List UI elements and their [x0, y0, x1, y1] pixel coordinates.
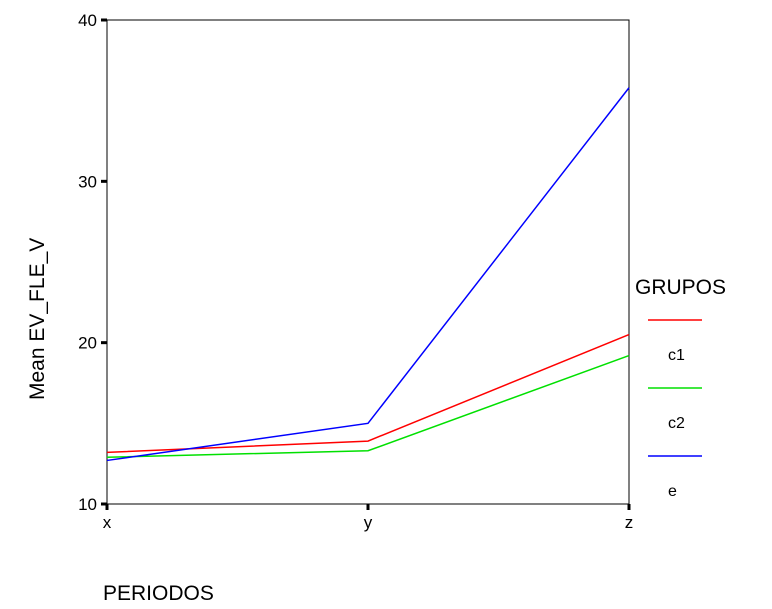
- legend: c1 c2 e: [648, 319, 702, 500]
- x-tick-label: x: [103, 513, 112, 532]
- legend-label-c2: c2: [668, 415, 685, 432]
- series-line-c2: [106, 354, 630, 458]
- legend-label-e: e: [668, 483, 677, 500]
- plot-frame: [106, 19, 630, 505]
- legend-title: GRUPOS: [635, 276, 726, 299]
- series-lines: [106, 87, 630, 462]
- y-axis-label: Mean EV_FLE_V: [26, 238, 49, 400]
- legend-label-c1: c1: [668, 347, 685, 364]
- x-axis-ticks: x y z: [103, 504, 634, 532]
- y-tick-label: 40: [78, 11, 97, 30]
- y-tick-label: 30: [78, 172, 97, 191]
- series-line-c1: [106, 333, 630, 454]
- y-tick-label: 10: [78, 495, 97, 514]
- x-tick-label: y: [364, 513, 373, 532]
- x-tick-label: z: [625, 513, 634, 532]
- x-axis-label: PERIODOS: [103, 582, 214, 605]
- series-line-e: [106, 87, 630, 462]
- y-axis-ticks: 10 20 30 40: [78, 11, 107, 514]
- y-tick-label: 20: [78, 334, 97, 353]
